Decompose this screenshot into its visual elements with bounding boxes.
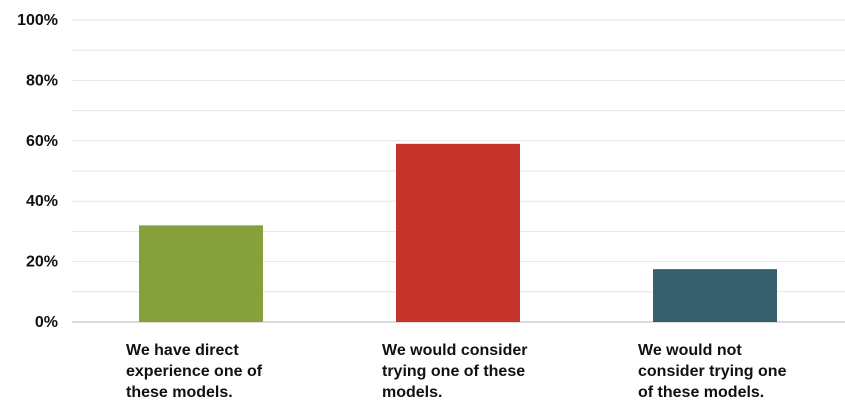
y-tick-label: 20% bbox=[26, 254, 58, 271]
x-category-label-1: We have direct experience one of these m… bbox=[126, 342, 263, 401]
bar-1 bbox=[139, 225, 263, 322]
bar-2 bbox=[396, 143, 520, 322]
y-tick-label: 0% bbox=[35, 314, 58, 331]
y-tick-label: 40% bbox=[26, 193, 58, 210]
bar-3 bbox=[653, 269, 777, 322]
y-tick-label: 80% bbox=[26, 72, 58, 89]
y-tick-label: 60% bbox=[26, 133, 58, 150]
y-tick-label: 100% bbox=[17, 12, 58, 29]
x-category-label-2: We would consider trying one of these mo… bbox=[382, 342, 528, 401]
y-axis-tick-labels: 0% 20% 40% 60% 80% 100% bbox=[17, 12, 58, 331]
x-category-label-3: We would not consider trying one of thes… bbox=[638, 342, 787, 401]
bars bbox=[139, 143, 777, 322]
